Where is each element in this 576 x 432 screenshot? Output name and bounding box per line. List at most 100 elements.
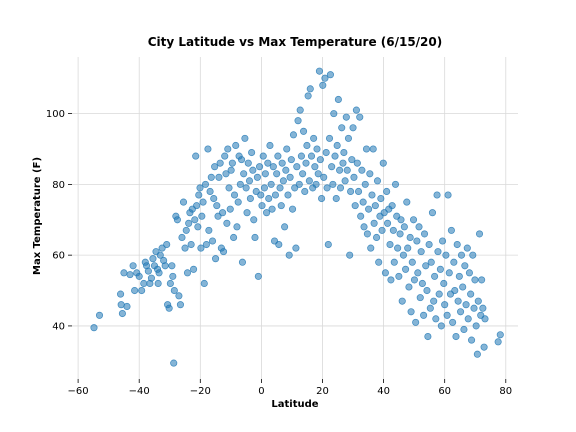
data-point — [278, 159, 286, 167]
data-point — [454, 297, 462, 305]
data-point — [225, 184, 233, 192]
data-point — [284, 191, 292, 199]
data-point — [338, 124, 346, 132]
data-point — [168, 262, 176, 270]
data-point — [246, 194, 254, 203]
data-point — [422, 262, 430, 270]
data-point — [205, 226, 213, 234]
data-point — [450, 258, 458, 266]
data-point — [228, 159, 236, 167]
data-point — [334, 95, 342, 104]
data-point — [460, 325, 468, 334]
data-point — [453, 240, 461, 249]
chart-title: City Latitude vs Max Temperature (6/15/2… — [148, 35, 443, 49]
data-point — [118, 309, 126, 318]
data-point — [244, 159, 252, 167]
data-point — [377, 194, 385, 203]
data-point — [452, 332, 460, 341]
data-point — [261, 170, 269, 178]
data-point — [435, 290, 443, 298]
data-point — [250, 216, 258, 224]
data-point — [371, 202, 379, 210]
data-point — [192, 152, 200, 160]
data-point — [339, 159, 347, 167]
data-point — [380, 209, 388, 217]
data-point — [378, 226, 386, 234]
data-point — [178, 233, 186, 242]
data-point — [216, 159, 224, 167]
data-point — [195, 191, 203, 199]
data-point — [120, 269, 128, 277]
data-point — [268, 205, 276, 213]
data-point — [312, 180, 320, 188]
data-point — [165, 304, 173, 312]
data-point — [219, 248, 228, 256]
data-point — [265, 194, 273, 203]
data-point — [301, 187, 309, 196]
data-point — [292, 244, 300, 252]
x-tick-label: 0 — [258, 386, 264, 397]
data-point — [408, 258, 416, 266]
data-point — [347, 187, 355, 196]
data-point — [400, 223, 408, 231]
data-point — [237, 156, 246, 164]
data-point — [173, 216, 181, 224]
data-point — [117, 301, 125, 309]
data-point — [158, 244, 166, 252]
data-point — [412, 318, 420, 326]
data-point — [445, 269, 453, 277]
data-point — [267, 180, 275, 188]
data-point — [295, 180, 303, 188]
data-point — [354, 187, 363, 196]
data-point — [379, 159, 387, 167]
data-point — [373, 177, 382, 185]
data-point — [323, 184, 331, 192]
data-point — [420, 230, 429, 238]
data-point — [208, 237, 217, 245]
data-point — [275, 240, 283, 249]
data-point — [340, 148, 348, 157]
data-point — [211, 163, 219, 171]
data-point — [350, 173, 358, 181]
x-tick-label: 80 — [499, 386, 512, 397]
data-point — [472, 322, 480, 330]
data-point — [325, 134, 334, 142]
data-point — [187, 240, 195, 249]
data-point — [170, 286, 178, 295]
data-point — [90, 324, 98, 332]
data-point — [230, 233, 238, 242]
data-point — [264, 159, 272, 167]
data-point — [193, 202, 201, 210]
data-point — [299, 170, 307, 178]
x-tick-label: 60 — [438, 386, 451, 397]
data-point — [457, 251, 466, 259]
data-point — [191, 216, 199, 224]
data-point — [469, 251, 477, 259]
data-point — [314, 170, 322, 178]
data-point — [199, 198, 207, 206]
data-point — [361, 180, 369, 188]
data-point — [494, 338, 502, 346]
y-tick-label: 60 — [52, 251, 65, 262]
data-point — [227, 166, 235, 174]
data-point — [263, 209, 271, 217]
data-point — [351, 202, 359, 210]
data-point — [397, 216, 405, 224]
data-point — [283, 145, 291, 153]
data-point — [457, 308, 465, 316]
data-point — [213, 202, 221, 210]
data-point — [241, 134, 249, 142]
data-point — [480, 343, 488, 351]
data-point — [156, 251, 164, 259]
data-point — [479, 304, 487, 312]
data-point — [123, 302, 131, 311]
data-point — [214, 212, 222, 220]
data-point — [289, 131, 298, 139]
data-point — [373, 233, 381, 242]
data-point — [388, 202, 396, 210]
data-point — [293, 163, 301, 171]
data-point — [467, 290, 475, 298]
data-point — [322, 148, 330, 157]
data-point — [126, 271, 134, 279]
data-point — [478, 276, 486, 284]
